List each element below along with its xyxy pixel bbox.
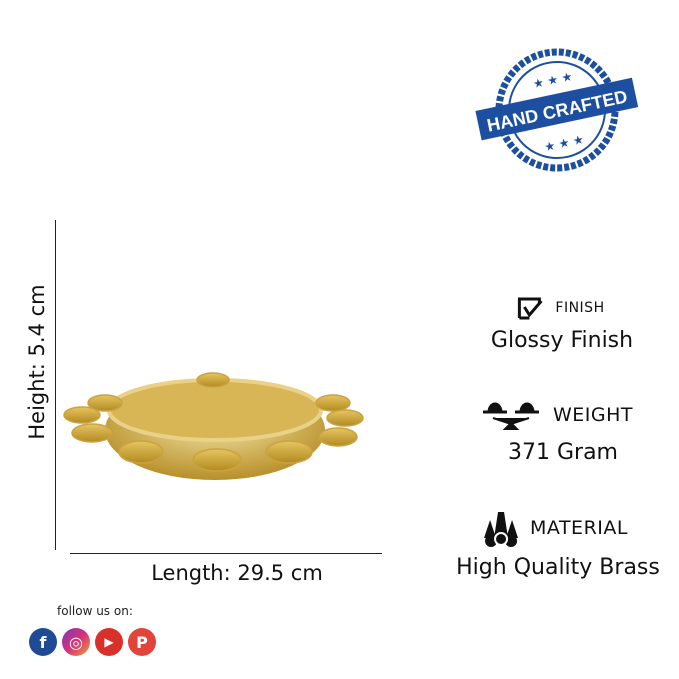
- follow-us-label: follow us on:: [57, 604, 133, 618]
- scale-icon: [482, 402, 539, 430]
- material-icon: [484, 512, 519, 547]
- material-value: High Quality Brass: [456, 555, 660, 580]
- svg-text:★ ★ ★: ★ ★ ★: [532, 69, 574, 91]
- youtube-icon[interactable]: ▶: [95, 628, 123, 656]
- finish-value: Glossy Finish: [490, 328, 634, 353]
- weight-heading: WEIGHT: [479, 400, 633, 430]
- pinterest-icon[interactable]: P: [128, 628, 156, 656]
- length-label: Length: 29.5 cm: [151, 561, 323, 585]
- weight-label: WEIGHT: [552, 404, 634, 426]
- brass-urli-bowl-image: [63, 372, 364, 480]
- checkbox-icon: [517, 297, 543, 320]
- height-label: Height: 5.4 cm: [25, 284, 49, 440]
- hand-crafted-stamp: ★ ★ ★ ★ ★ ★ HAND CRAFTED: [475, 40, 640, 180]
- svg-text:★ ★ ★: ★ ★ ★: [543, 132, 585, 154]
- finish-heading: FINISH: [515, 296, 604, 320]
- height-dimension-line: [55, 220, 56, 550]
- length-dimension-line: [70, 553, 382, 554]
- material-heading: MATERIAL: [482, 508, 628, 548]
- instagram-icon[interactable]: ◎: [62, 628, 90, 656]
- facebook-icon[interactable]: f: [29, 628, 57, 656]
- weight-value: 371 Gram: [508, 440, 618, 465]
- finish-label: FINISH: [555, 300, 605, 316]
- material-label: MATERIAL: [530, 517, 628, 539]
